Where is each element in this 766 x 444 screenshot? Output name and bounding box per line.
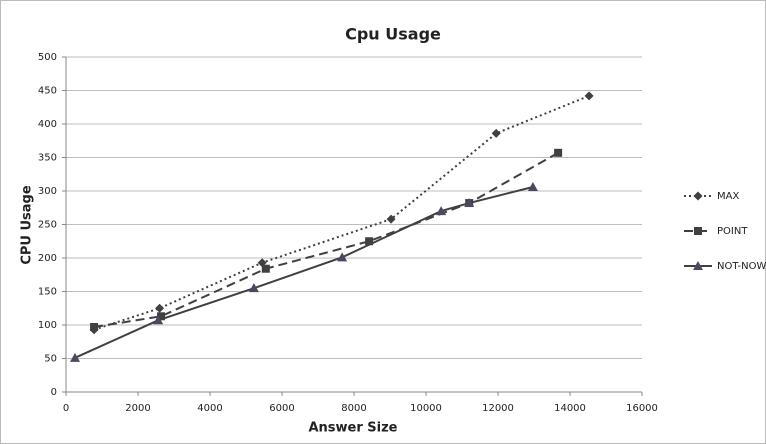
marker: [155, 303, 165, 313]
y-axis-title: CPU Usage: [20, 185, 35, 265]
legend-label: NOT-NOW: [717, 261, 766, 272]
y-tick-label: 50: [44, 354, 57, 365]
legend-label: POINT: [717, 226, 748, 237]
x-tick-label: 8000: [341, 403, 366, 414]
chart-title: Cpu Usage: [345, 25, 441, 44]
marker: [70, 352, 80, 362]
y-tick-label: 400: [38, 119, 57, 130]
y-tick-label: 300: [38, 186, 57, 197]
x-tick-label: 2000: [125, 403, 150, 414]
x-tick-label: 10000: [410, 403, 442, 414]
x-axis-title: Answer Size: [308, 421, 397, 436]
y-tick-label: 200: [38, 253, 57, 264]
y-tick-label: 450: [38, 86, 57, 97]
marker: [248, 283, 259, 293]
x-tick-label: 12000: [482, 403, 514, 414]
marker: [261, 264, 270, 273]
marker: [491, 128, 501, 138]
legend-marker: [693, 261, 703, 270]
y-tick-label: 250: [38, 220, 57, 231]
marker: [554, 148, 563, 157]
marker: [386, 214, 396, 224]
legend-marker: [694, 227, 702, 235]
y-tick-label: 500: [38, 52, 57, 63]
x-tick-label: 16000: [626, 403, 658, 414]
x-tick-label: 4000: [197, 403, 222, 414]
marker: [584, 91, 594, 101]
y-tick-label: 150: [38, 287, 57, 298]
series-line: [93, 151, 559, 328]
x-tick-label: 14000: [554, 403, 586, 414]
y-tick-label: 0: [51, 387, 57, 398]
marker: [527, 181, 538, 191]
marker: [365, 237, 374, 246]
marker: [157, 312, 166, 321]
y-tick-label: 100: [38, 320, 57, 331]
marker: [90, 323, 99, 332]
x-tick-label: 6000: [269, 403, 294, 414]
legend-marker: [693, 191, 703, 201]
marker: [436, 206, 447, 216]
marker: [464, 198, 475, 208]
x-tick-label: 0: [63, 403, 69, 414]
marker: [337, 252, 348, 262]
y-tick-label: 350: [38, 153, 57, 164]
legend-label: MAX: [717, 191, 739, 202]
marker: [153, 315, 164, 325]
